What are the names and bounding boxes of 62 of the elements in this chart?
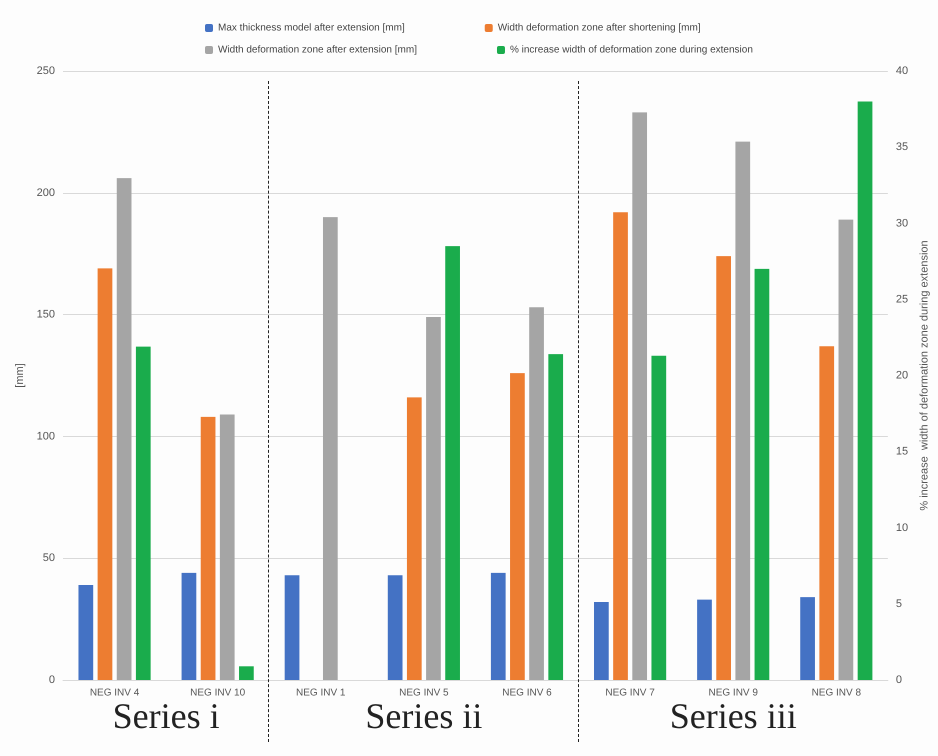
x-tick-label: NEG INV 6 [502, 688, 552, 698]
bar [651, 356, 666, 680]
bar [697, 600, 712, 680]
bar [284, 575, 300, 680]
text: Series ii [365, 696, 482, 736]
x-tick-label: NEG INV 4 [90, 688, 140, 698]
legend-label: Width deformation zone after extension [mm] [218, 44, 418, 56]
bar [548, 354, 564, 680]
bar [406, 397, 422, 680]
y-tick-label: 150 [36, 308, 55, 321]
y2-tick-label: 30 [896, 217, 908, 230]
bar [529, 307, 544, 680]
bar [182, 572, 196, 680]
bar [220, 414, 235, 680]
x-tick-label: NEG INV 8 [812, 688, 862, 698]
x-tick-label: NEG INV 7 [605, 688, 656, 698]
y2-tick-label: 20 [896, 370, 908, 382]
y2-tick-label: 0 [896, 674, 902, 686]
x-tick-label: NEG INV 9 [708, 688, 758, 698]
legend-label: % increase width of deformation zone during extension [510, 44, 753, 56]
bar [239, 666, 254, 680]
y2-tick-label: 5 [896, 598, 902, 610]
y2-axis-title: % increase width of deformation zone during extension [918, 240, 930, 511]
y2-tick-label: 35 [896, 141, 908, 154]
y-axis-title: [mm] [14, 363, 26, 388]
y2-tick-label: 25 [896, 293, 908, 306]
y2-tick-label: 15 [896, 446, 908, 458]
y-tick-label: 100 [36, 430, 55, 442]
bar [200, 416, 216, 680]
bar [754, 268, 770, 680]
bar [735, 142, 750, 680]
bar [838, 220, 854, 680]
y2-tick-label: 40 [896, 65, 908, 77]
text: Series iii [670, 696, 797, 736]
bar [716, 256, 731, 680]
y-tick-label: 200 [36, 186, 55, 199]
bar [78, 584, 94, 680]
bar [426, 317, 441, 680]
bar [858, 101, 872, 680]
bar [490, 572, 506, 680]
y2-tick-label: 10 [896, 522, 908, 534]
text: Series i [112, 696, 220, 736]
bar [800, 597, 815, 680]
legend-label: Width deformation zone after shortening [mm] [498, 22, 701, 34]
bar [322, 217, 338, 680]
y-tick-label: 50 [42, 552, 55, 564]
bar [116, 178, 132, 680]
bar [594, 602, 609, 680]
bar [613, 212, 628, 680]
bar [632, 112, 648, 680]
y-tick-label: 0 [48, 674, 55, 686]
bar [98, 268, 112, 680]
legend-label: Max thickness model after extension [mm] [218, 22, 405, 34]
bar [510, 373, 525, 680]
bar [388, 575, 403, 680]
bar [819, 346, 834, 680]
y-tick-label: 250 [36, 65, 55, 77]
x-tick-label: NEG INV 5 [399, 688, 450, 698]
bar [136, 346, 151, 680]
bar [445, 246, 460, 680]
x-tick-label: NEG INV 10 [190, 688, 246, 698]
x-tick-label: NEG INV 1 [296, 688, 346, 698]
